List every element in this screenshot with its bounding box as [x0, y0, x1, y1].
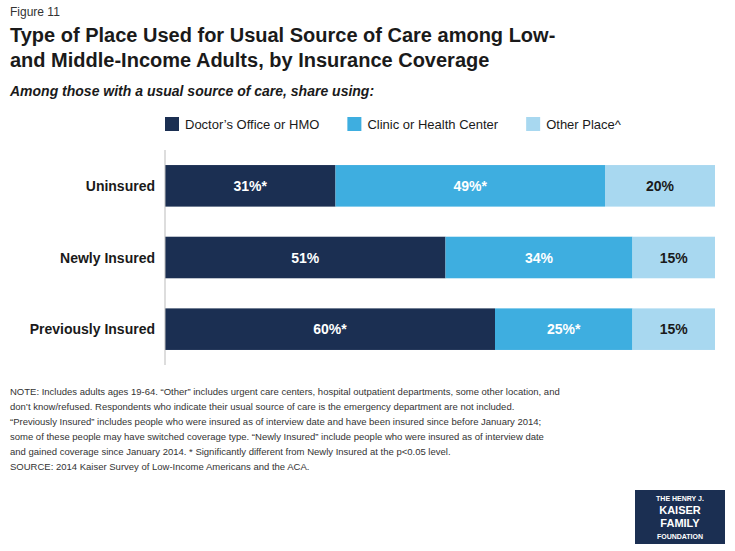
title: Type of Place Used for Usual Source of C… — [10, 24, 555, 46]
bar-segment — [633, 237, 716, 279]
data-label: 20% — [646, 178, 675, 194]
data-label: 15% — [660, 250, 689, 266]
bar-segment — [336, 165, 606, 207]
legend: Doctor’s Office or HMO Clinic or Health C… — [165, 117, 622, 132]
legend-swatch — [526, 117, 540, 131]
bars — [165, 165, 715, 350]
bar-segment — [165, 308, 495, 350]
legend-swatch — [347, 117, 361, 131]
data-label: 60%* — [313, 321, 347, 337]
note: some of these people may have switched c… — [10, 431, 544, 442]
note: “Previously Insured” includes people who… — [10, 416, 541, 427]
legend-swatch — [165, 117, 179, 131]
logo-text: KAISER — [659, 504, 701, 516]
notes: NOTE: Includes adults ages 19-64. “Other… — [10, 386, 560, 472]
note: and gained coverage since January 2014. … — [10, 446, 451, 457]
chart: Figure 11 Type of Place Used for Usual So… — [0, 0, 735, 551]
data-label: 49%* — [454, 178, 488, 194]
bar-segment — [165, 237, 446, 279]
data-labels: 31%* 49%* 20% 51% 34% 15% 60%* 25%* 15% — [234, 178, 689, 337]
bar-segment — [446, 237, 633, 279]
legend-label: Other Place^ — [546, 117, 622, 132]
data-label: 15% — [660, 321, 689, 337]
legend-label: Clinic or Health Center — [367, 117, 498, 132]
legend-label: Doctor’s Office or HMO — [185, 117, 319, 132]
logo-text: FAMILY — [660, 517, 700, 529]
y-axis: Uninsured Newly Insured Previously Insured — [30, 150, 165, 365]
data-label: 25%* — [547, 321, 581, 337]
logo: THE HENRY J. KAISERFAMILY FOUNDATION — [635, 490, 725, 544]
logo-text: THE HENRY J. — [656, 495, 704, 502]
figure-label: Figure 11 — [10, 5, 60, 19]
note: NOTE: Includes adults ages 19-64. “Other… — [10, 386, 560, 397]
logo-box — [635, 490, 725, 544]
title: and Middle-Income Adults, by Insurance C… — [10, 49, 489, 71]
data-label: 51% — [291, 250, 320, 266]
note: SOURCE: 2014 Kaiser Survey of Low-Income… — [10, 461, 309, 472]
category-label: Uninsured — [86, 178, 155, 194]
category-label: Newly Insured — [60, 250, 155, 266]
bar-segment — [495, 308, 633, 350]
bar-segment — [633, 308, 716, 350]
bar-segment — [605, 165, 715, 207]
background — [0, 0, 735, 551]
y-axis-line — [165, 150, 166, 365]
data-label: 34% — [525, 250, 554, 266]
logo-text: FOUNDATION — [657, 533, 703, 540]
category-label: Previously Insured — [30, 321, 155, 337]
note: don’t know/refused. Respondents who indi… — [10, 401, 514, 412]
bar-segment — [165, 165, 336, 207]
data-label: 31%* — [234, 178, 268, 194]
subtitle: Among those with a usual source of care,… — [9, 83, 374, 99]
